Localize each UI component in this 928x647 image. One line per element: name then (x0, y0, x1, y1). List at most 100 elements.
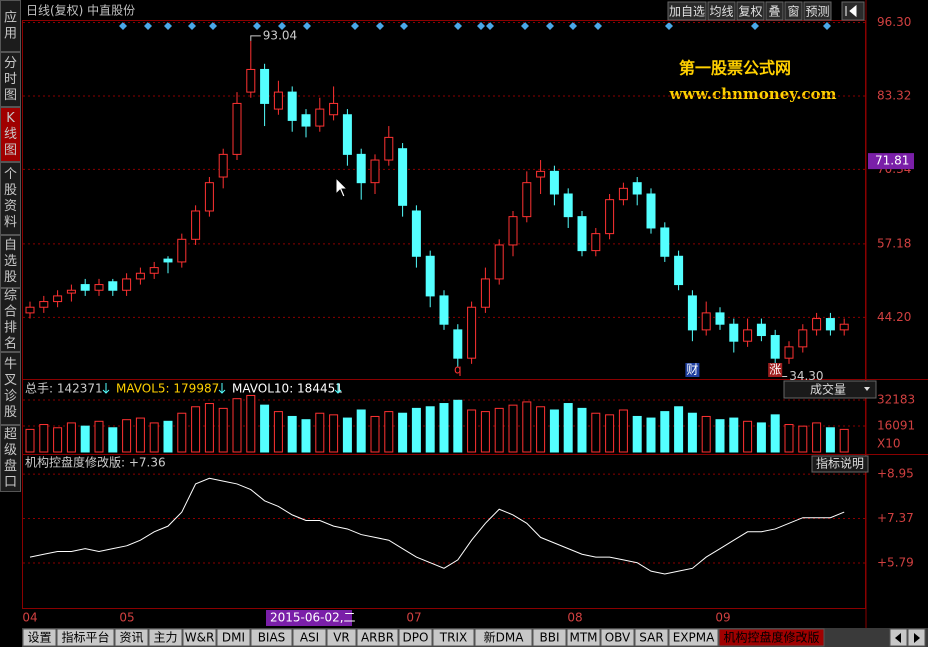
sidebar-tab[interactable] (0, 52, 21, 107)
bottom-tab[interactable] (148, 628, 183, 647)
sidebar-char: 合 (4, 305, 17, 320)
event-marker: 财 (686, 363, 698, 377)
bottom-tab[interactable] (326, 628, 357, 647)
bottom-tab[interactable] (356, 628, 399, 647)
bottom-tab[interactable] (474, 628, 533, 647)
candle-body (39, 301, 49, 308)
signal-diamond (486, 22, 494, 30)
toolbar-button-label: 预测 (805, 5, 829, 19)
volume-bar (218, 407, 228, 453)
sidebar-char: 分 (4, 56, 17, 71)
bottom-tab[interactable] (250, 628, 293, 647)
candle-body (522, 182, 532, 218)
toolbar-button-label: 叠 (768, 5, 780, 19)
volume-bar (508, 404, 518, 453)
volume-bar (798, 425, 808, 453)
bottom-tab-label: BBI (539, 631, 559, 645)
sidebar-tab[interactable] (0, 288, 21, 352)
candle-body (232, 102, 242, 155)
bottom-tab[interactable] (600, 628, 635, 647)
dropdown-arrow (864, 387, 870, 391)
candle-body (591, 233, 601, 252)
volume-bar (825, 427, 835, 453)
sidebar-tab[interactable] (0, 107, 21, 162)
candle-body (287, 91, 297, 121)
indicator-title: 机构控盘度修改版: +7.36 (25, 455, 166, 470)
watermark-url: www.chnmoney.com (669, 85, 837, 103)
bottom-tab[interactable] (634, 628, 669, 647)
sidebar-tab[interactable] (0, 352, 21, 425)
sidebar-char: 级 (4, 443, 17, 458)
bottom-tab[interactable] (432, 628, 475, 647)
indicator-help-button[interactable] (811, 455, 869, 473)
signal-diamond (665, 22, 673, 30)
volume-bar (108, 427, 118, 453)
bottom-tab[interactable] (668, 628, 719, 647)
sidebar-tab[interactable] (0, 0, 21, 52)
toolbar-button[interactable] (707, 1, 736, 21)
bottom-tab[interactable] (566, 628, 601, 647)
candle-body (191, 210, 201, 240)
sidebar-char: 综 (4, 289, 17, 304)
candle-body (149, 267, 159, 274)
candle-body (798, 329, 808, 348)
bottom-tab-label: 资讯 (119, 631, 143, 645)
candle-body (163, 258, 173, 263)
volume-bar (356, 409, 366, 453)
sidebar-char: 牛 (4, 357, 17, 372)
sidebar-char: 股 (4, 405, 17, 420)
signal-diamond (569, 22, 577, 30)
toolbar-button[interactable] (803, 1, 832, 21)
event-marker-bg (768, 363, 783, 377)
candle-body (342, 114, 352, 155)
signal-diamond (119, 22, 127, 30)
volume-selector[interactable] (783, 380, 877, 399)
bottom-tab-label: 主力 (153, 631, 177, 645)
bottom-tab[interactable] (398, 628, 433, 647)
x-tick-label: 05 (119, 611, 134, 625)
high-pointer (250, 35, 261, 41)
bottom-tab[interactable] (22, 628, 57, 647)
candle-body (770, 335, 780, 359)
bottom-tab[interactable] (292, 628, 327, 647)
cursor-date-box (266, 610, 352, 626)
toolbar-button[interactable] (736, 1, 765, 21)
sidebar-tab[interactable] (0, 425, 21, 492)
toolbar-button[interactable] (784, 1, 803, 21)
signal-diamond (253, 22, 261, 30)
sidebar-tab[interactable] (0, 235, 21, 288)
bottom-tab-label: ASI (300, 631, 319, 645)
bottom-tab-label: 新DMA (484, 630, 525, 645)
volume-legend: 总手: 142371 (25, 382, 103, 396)
volume-bar (232, 398, 242, 453)
bottom-tab[interactable] (182, 628, 217, 647)
bottom-tab-label: DPO (403, 631, 429, 645)
candle-body (315, 108, 325, 127)
high-label: 93.04 (263, 28, 297, 42)
scroll-arrow (895, 633, 901, 643)
candle-body (66, 289, 76, 294)
volume-bar (439, 403, 449, 453)
candle-body (729, 323, 739, 342)
toolbar-button[interactable] (765, 1, 784, 21)
candle-body (632, 182, 642, 195)
signal-diamond (521, 22, 529, 30)
candle-body (825, 318, 835, 331)
bottom-tab[interactable] (114, 628, 149, 647)
candle-body (549, 170, 559, 195)
sidebar-tab[interactable] (0, 162, 21, 235)
sidebar-char: 口 (4, 475, 17, 490)
bottom-tab-label: SAR (639, 631, 663, 645)
bottom-tab[interactable] (532, 628, 567, 647)
bottom-tab[interactable] (56, 628, 115, 647)
toolbar-button[interactable] (667, 1, 707, 21)
volume-bar (729, 417, 739, 453)
volume-bar (273, 411, 283, 453)
sidebar-char: 应 (4, 10, 17, 26)
bottom-tab[interactable] (718, 628, 825, 647)
sidebar-char: 个 (4, 167, 17, 182)
candle-body (839, 323, 849, 331)
bottom-tab[interactable] (216, 628, 251, 647)
signal-diamond (477, 22, 485, 30)
watermark-title: 第一股票公式网 (679, 59, 791, 78)
